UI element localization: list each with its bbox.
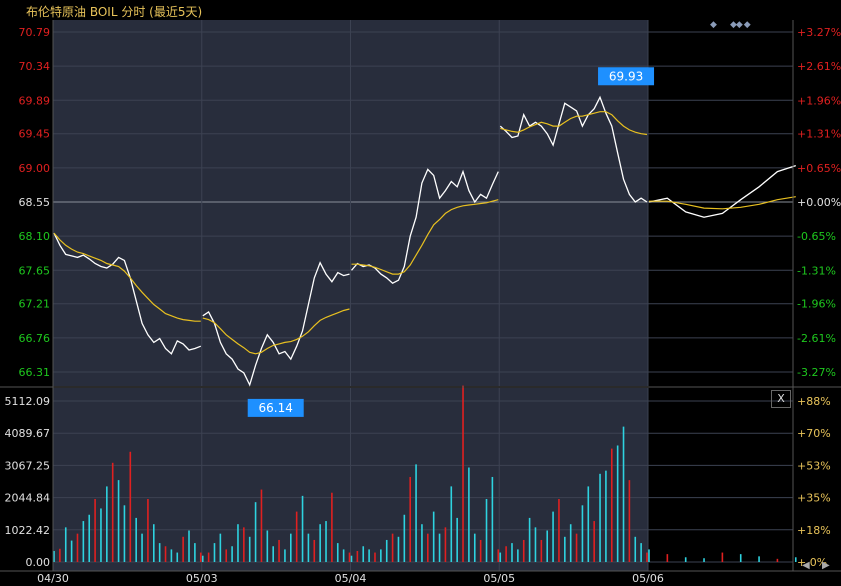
average-line	[202, 308, 350, 355]
price-tick-label: 68.10	[19, 230, 51, 243]
close-volume-button[interactable]: X	[771, 390, 791, 408]
volume-tick-label: 3067.25	[5, 459, 51, 472]
percent-tick-label: -0.65%	[797, 230, 836, 243]
volume-tick-label: 0.00	[26, 556, 51, 569]
annotation-label: 69.93	[609, 69, 643, 83]
price-tick-label: 69.89	[19, 94, 51, 107]
scroll-left-icon[interactable]: ◀	[802, 560, 810, 571]
price-tick-label: 68.55	[19, 196, 51, 209]
percent-tick-label: +2.61%	[797, 60, 841, 73]
price-line	[351, 168, 499, 284]
percent-tick-label: +0.00%	[797, 196, 841, 209]
price-tick-label: 67.21	[19, 298, 51, 311]
price-line	[53, 232, 202, 355]
volume-percent-label: +70%	[797, 427, 831, 440]
annotation-label: 66.14	[259, 401, 293, 415]
percent-tick-label: +3.27%	[797, 26, 841, 39]
volume-percent-label: +35%	[797, 492, 831, 505]
percent-tick-label: -1.31%	[797, 264, 836, 277]
volume-percent-label: +53%	[797, 459, 831, 472]
volume-percent-label: +18%	[797, 524, 831, 537]
price-line	[499, 95, 648, 203]
price-tick-label: 69.00	[19, 162, 51, 175]
volume-bars	[53, 385, 797, 562]
average-line	[351, 199, 499, 275]
price-tick-label: 67.65	[19, 264, 51, 277]
gridlines	[53, 20, 793, 571]
date-tick-label: 05/04	[335, 572, 367, 585]
date-tick-label: 05/06	[632, 572, 664, 585]
date-tick-label: 05/05	[483, 572, 515, 585]
average-line	[649, 196, 796, 210]
nav-prev-icon[interactable]: ◆	[710, 20, 717, 30]
date-tick-label: 05/03	[186, 572, 218, 585]
price-tick-label: 70.79	[19, 26, 51, 39]
volume-tick-label: 5112.09	[5, 395, 51, 408]
volume-tick-label: 4089.67	[5, 427, 51, 440]
price-tick-label: 66.76	[19, 332, 51, 345]
chart-title: 布伦特原油 BOIL 分时 (最近5天)	[26, 5, 203, 19]
percent-tick-label: -3.27%	[797, 366, 836, 379]
price-line	[202, 261, 350, 387]
average-line	[53, 232, 201, 322]
price-axis-left: 70.79 70.34 69.89 69.45 69.00 68.55 68.10 67.65…	[19, 26, 51, 379]
average-lines	[53, 111, 796, 355]
volume-tick-label: 2044.84	[5, 492, 51, 505]
annotations: 69.93 66.14	[247, 67, 655, 417]
price-plot-future	[648, 20, 793, 386]
volume-percent-label: + 0%	[797, 556, 827, 569]
volume-plot-future	[648, 388, 793, 571]
volume-percent-axis-right: +88% +70% +53% +35% +18% + 0%	[797, 395, 831, 569]
price-lines	[53, 95, 797, 387]
date-tick-label: 04/30	[37, 572, 69, 585]
average-line	[500, 111, 648, 136]
volume-tick-label: 1022.42	[5, 524, 51, 537]
scroll-right-icon[interactable]: ▶	[822, 560, 830, 571]
date-axis: 04/30 05/03 05/04 05/05 05/06	[37, 572, 664, 585]
percent-tick-label: -1.96%	[797, 298, 836, 311]
annotation-box	[247, 398, 304, 417]
annotation-box	[598, 67, 655, 86]
nav-next-icon[interactable]: ◆◆ ◆	[730, 20, 751, 30]
volume-percent-label: +88%	[797, 395, 831, 408]
percent-tick-label: +0.65%	[797, 162, 841, 175]
percent-tick-label: +1.31%	[797, 128, 841, 141]
percent-axis-right: +3.27% +2.61% +1.96% +1.31% +0.65% +0.00% -0.6…	[797, 26, 841, 379]
price-tick-label: 69.45	[19, 128, 51, 141]
percent-tick-label: -2.61%	[797, 332, 836, 345]
price-tick-label: 66.31	[19, 366, 51, 379]
percent-tick-label: +1.96%	[797, 94, 841, 107]
price-tick-label: 70.34	[19, 60, 51, 73]
volume-axis-left: 5112.09 4089.67 3067.25 2044.84 1022.42 0.00	[5, 395, 51, 569]
